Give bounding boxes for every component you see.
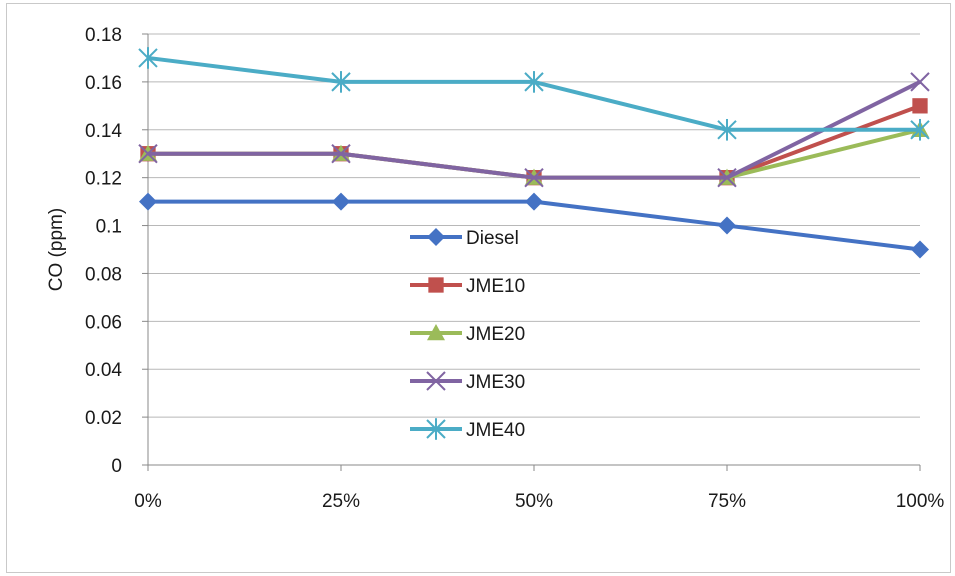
y-axis-title: CO (ppm) — [46, 208, 67, 291]
x-tick-label: 0% — [134, 491, 162, 512]
y-tick-label: 0.08 — [85, 264, 122, 285]
legend-label: JME20 — [466, 324, 525, 345]
y-tick-label: 0 — [111, 456, 122, 477]
square-marker — [428, 277, 443, 292]
y-tick-label: 0.18 — [85, 25, 122, 46]
axes — [148, 34, 920, 465]
diamond-marker — [139, 193, 157, 211]
x-tick-label: 100% — [896, 491, 945, 512]
x-tick-label: 25% — [322, 491, 360, 512]
y-tick-label: 0.14 — [85, 121, 122, 142]
legend-label: JME10 — [466, 276, 525, 297]
series-line-jme10 — [148, 106, 920, 178]
y-tick-label: 0.04 — [85, 360, 122, 381]
series-line-jme40 — [148, 58, 920, 130]
y-tick-label: 0.02 — [85, 408, 122, 429]
legend-label: JME40 — [466, 420, 525, 441]
y-tick-label: 0.1 — [96, 217, 122, 238]
diamond-marker — [525, 193, 543, 211]
y-tick-label: 0.12 — [85, 169, 122, 190]
x-tick-label: 50% — [515, 491, 553, 512]
diamond-marker — [911, 241, 929, 259]
legend-entry-jme40: JME40 — [410, 418, 525, 441]
legend-entry-jme30: JME30 — [410, 372, 525, 393]
y-tick-label: 0.16 — [85, 73, 122, 94]
legend-label: Diesel — [466, 228, 519, 249]
diamond-marker — [718, 217, 736, 235]
x-tick-labels: 0% 25% 50% 75% 100% — [134, 465, 944, 512]
legend-entry-jme10: JME10 — [410, 276, 525, 297]
legend-entry-diesel: Diesel — [410, 228, 519, 249]
y-tick-label: 0.06 — [85, 312, 122, 333]
diamond-marker — [427, 228, 445, 246]
series-lines — [139, 47, 929, 258]
legend-entry-jme20: JME20 — [410, 324, 525, 345]
legend-label: JME30 — [466, 372, 525, 393]
series-jme40 — [139, 47, 929, 140]
x-tick-label: 75% — [708, 491, 746, 512]
legend: Diesel JME10 JME20 JME30 JME40 — [410, 228, 525, 441]
square-marker — [912, 98, 927, 113]
diamond-marker — [332, 193, 350, 211]
y-tick-labels: 0 0.02 0.04 0.06 0.08 0.1 0.12 0.14 0.16 0.18 — [85, 25, 148, 477]
